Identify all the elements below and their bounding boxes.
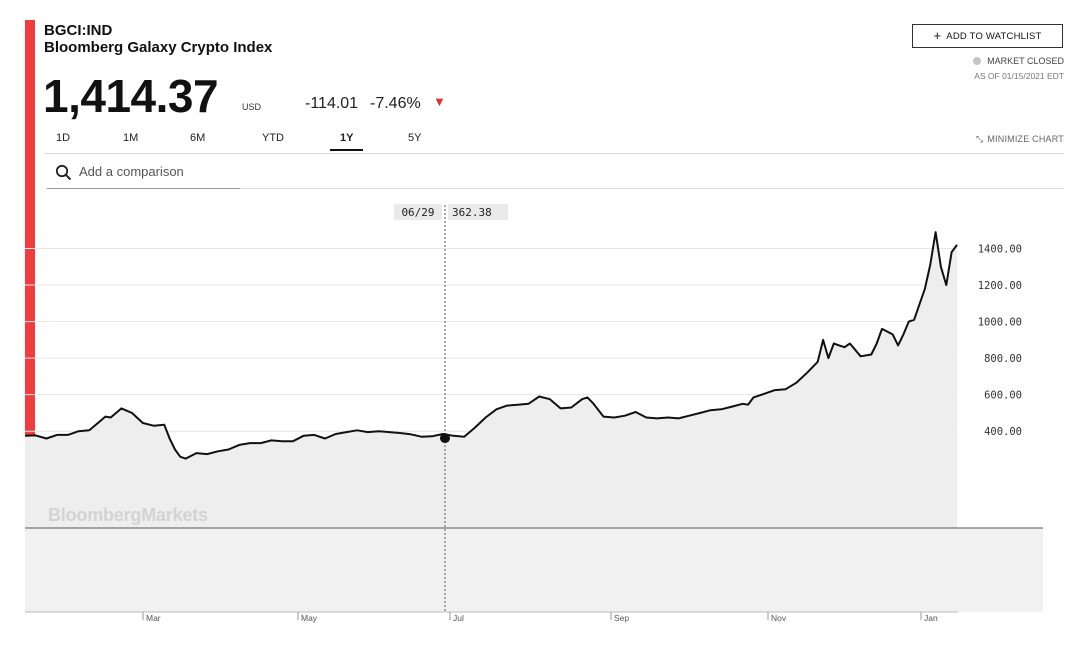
search-divider xyxy=(240,188,1064,189)
y-tick-label: 400.00 xyxy=(984,426,1022,438)
tab-1m[interactable]: 1M xyxy=(123,132,139,144)
plus-icon: + xyxy=(933,28,942,43)
status-dot-icon xyxy=(973,57,982,65)
price-change: -114.01 xyxy=(305,95,359,112)
y-tick-label: 1400.00 xyxy=(978,244,1022,256)
x-tick-label: Nov xyxy=(771,613,787,623)
bloomberg-markets-watermark: BloombergMarkets xyxy=(48,505,208,525)
crosshair-tooltip: 06/29 362.38 xyxy=(394,204,508,220)
search-icon xyxy=(55,164,72,181)
tab-5y[interactable]: 5Y xyxy=(408,132,422,144)
market-status-label: MARKET CLOSED xyxy=(987,56,1064,66)
currency-label: USD xyxy=(242,102,262,112)
y-tick-label: 800.00 xyxy=(984,353,1022,365)
x-tick-label: May xyxy=(301,613,318,623)
y-axis-labels: 400.00 600.00 800.00 1000.00 1200.00 1400.00 xyxy=(978,244,1022,439)
tooltip-value-box xyxy=(448,204,508,220)
minimize-chart-label: MINIMIZE CHART xyxy=(987,134,1064,144)
index-name: Bloomberg Galaxy Crypto Index xyxy=(44,39,273,56)
price-change-percent: -7.46% xyxy=(370,95,421,112)
down-triangle-icon: ▼ xyxy=(433,94,446,109)
x-tick-label: Jul xyxy=(453,613,464,623)
tab-1y[interactable]: 1Y xyxy=(330,132,364,151)
collapse-arrows-icon: ⤡ xyxy=(975,134,984,144)
accent-bar xyxy=(25,20,35,528)
tooltip-value: 362.38 xyxy=(452,206,492,219)
tab-ytd[interactable]: YTD xyxy=(262,132,284,144)
tooltip-date: 06/29 xyxy=(401,206,434,219)
tab-1d[interactable]: 1D xyxy=(56,132,71,144)
as-of-timestamp: AS OF 01/15/2021 EDT xyxy=(974,71,1064,81)
comparison-search[interactable]: Add a comparison xyxy=(47,158,240,189)
volume-panel xyxy=(25,528,1043,612)
search-placeholder: Add a comparison xyxy=(79,164,184,179)
price-area xyxy=(25,232,957,528)
y-tick-label: 1200.00 xyxy=(978,280,1022,292)
add-to-watchlist-button[interactable]: + ADD TO WATCHLIST xyxy=(912,24,1063,48)
x-tick-label: Sep xyxy=(614,613,629,623)
price-value: 1,414.37 xyxy=(43,70,219,122)
price-line xyxy=(24,231,958,460)
y-tick-label: 600.00 xyxy=(984,390,1022,402)
minimize-chart-button[interactable]: ⤡ MINIMIZE CHART xyxy=(976,134,1064,145)
tooltip-date-box xyxy=(394,204,442,220)
highlight-point xyxy=(440,433,450,444)
x-tick-label: Jan xyxy=(924,613,938,623)
ticker-symbol: BGCI:IND xyxy=(44,22,113,39)
x-tick-label: Mar xyxy=(146,613,161,623)
x-axis-ticks: Mar May Jul Sep Nov Jan xyxy=(142,612,938,623)
tab-divider xyxy=(44,153,1064,154)
market-status: MARKET CLOSED xyxy=(973,56,1064,66)
y-tick-label: 1000.00 xyxy=(978,317,1022,329)
range-tabs: 1D 1M 6M YTD 1Y 5Y xyxy=(44,132,1064,154)
watchlist-label: ADD TO WATCHLIST xyxy=(946,31,1042,42)
tab-6m[interactable]: 6M xyxy=(190,132,206,144)
